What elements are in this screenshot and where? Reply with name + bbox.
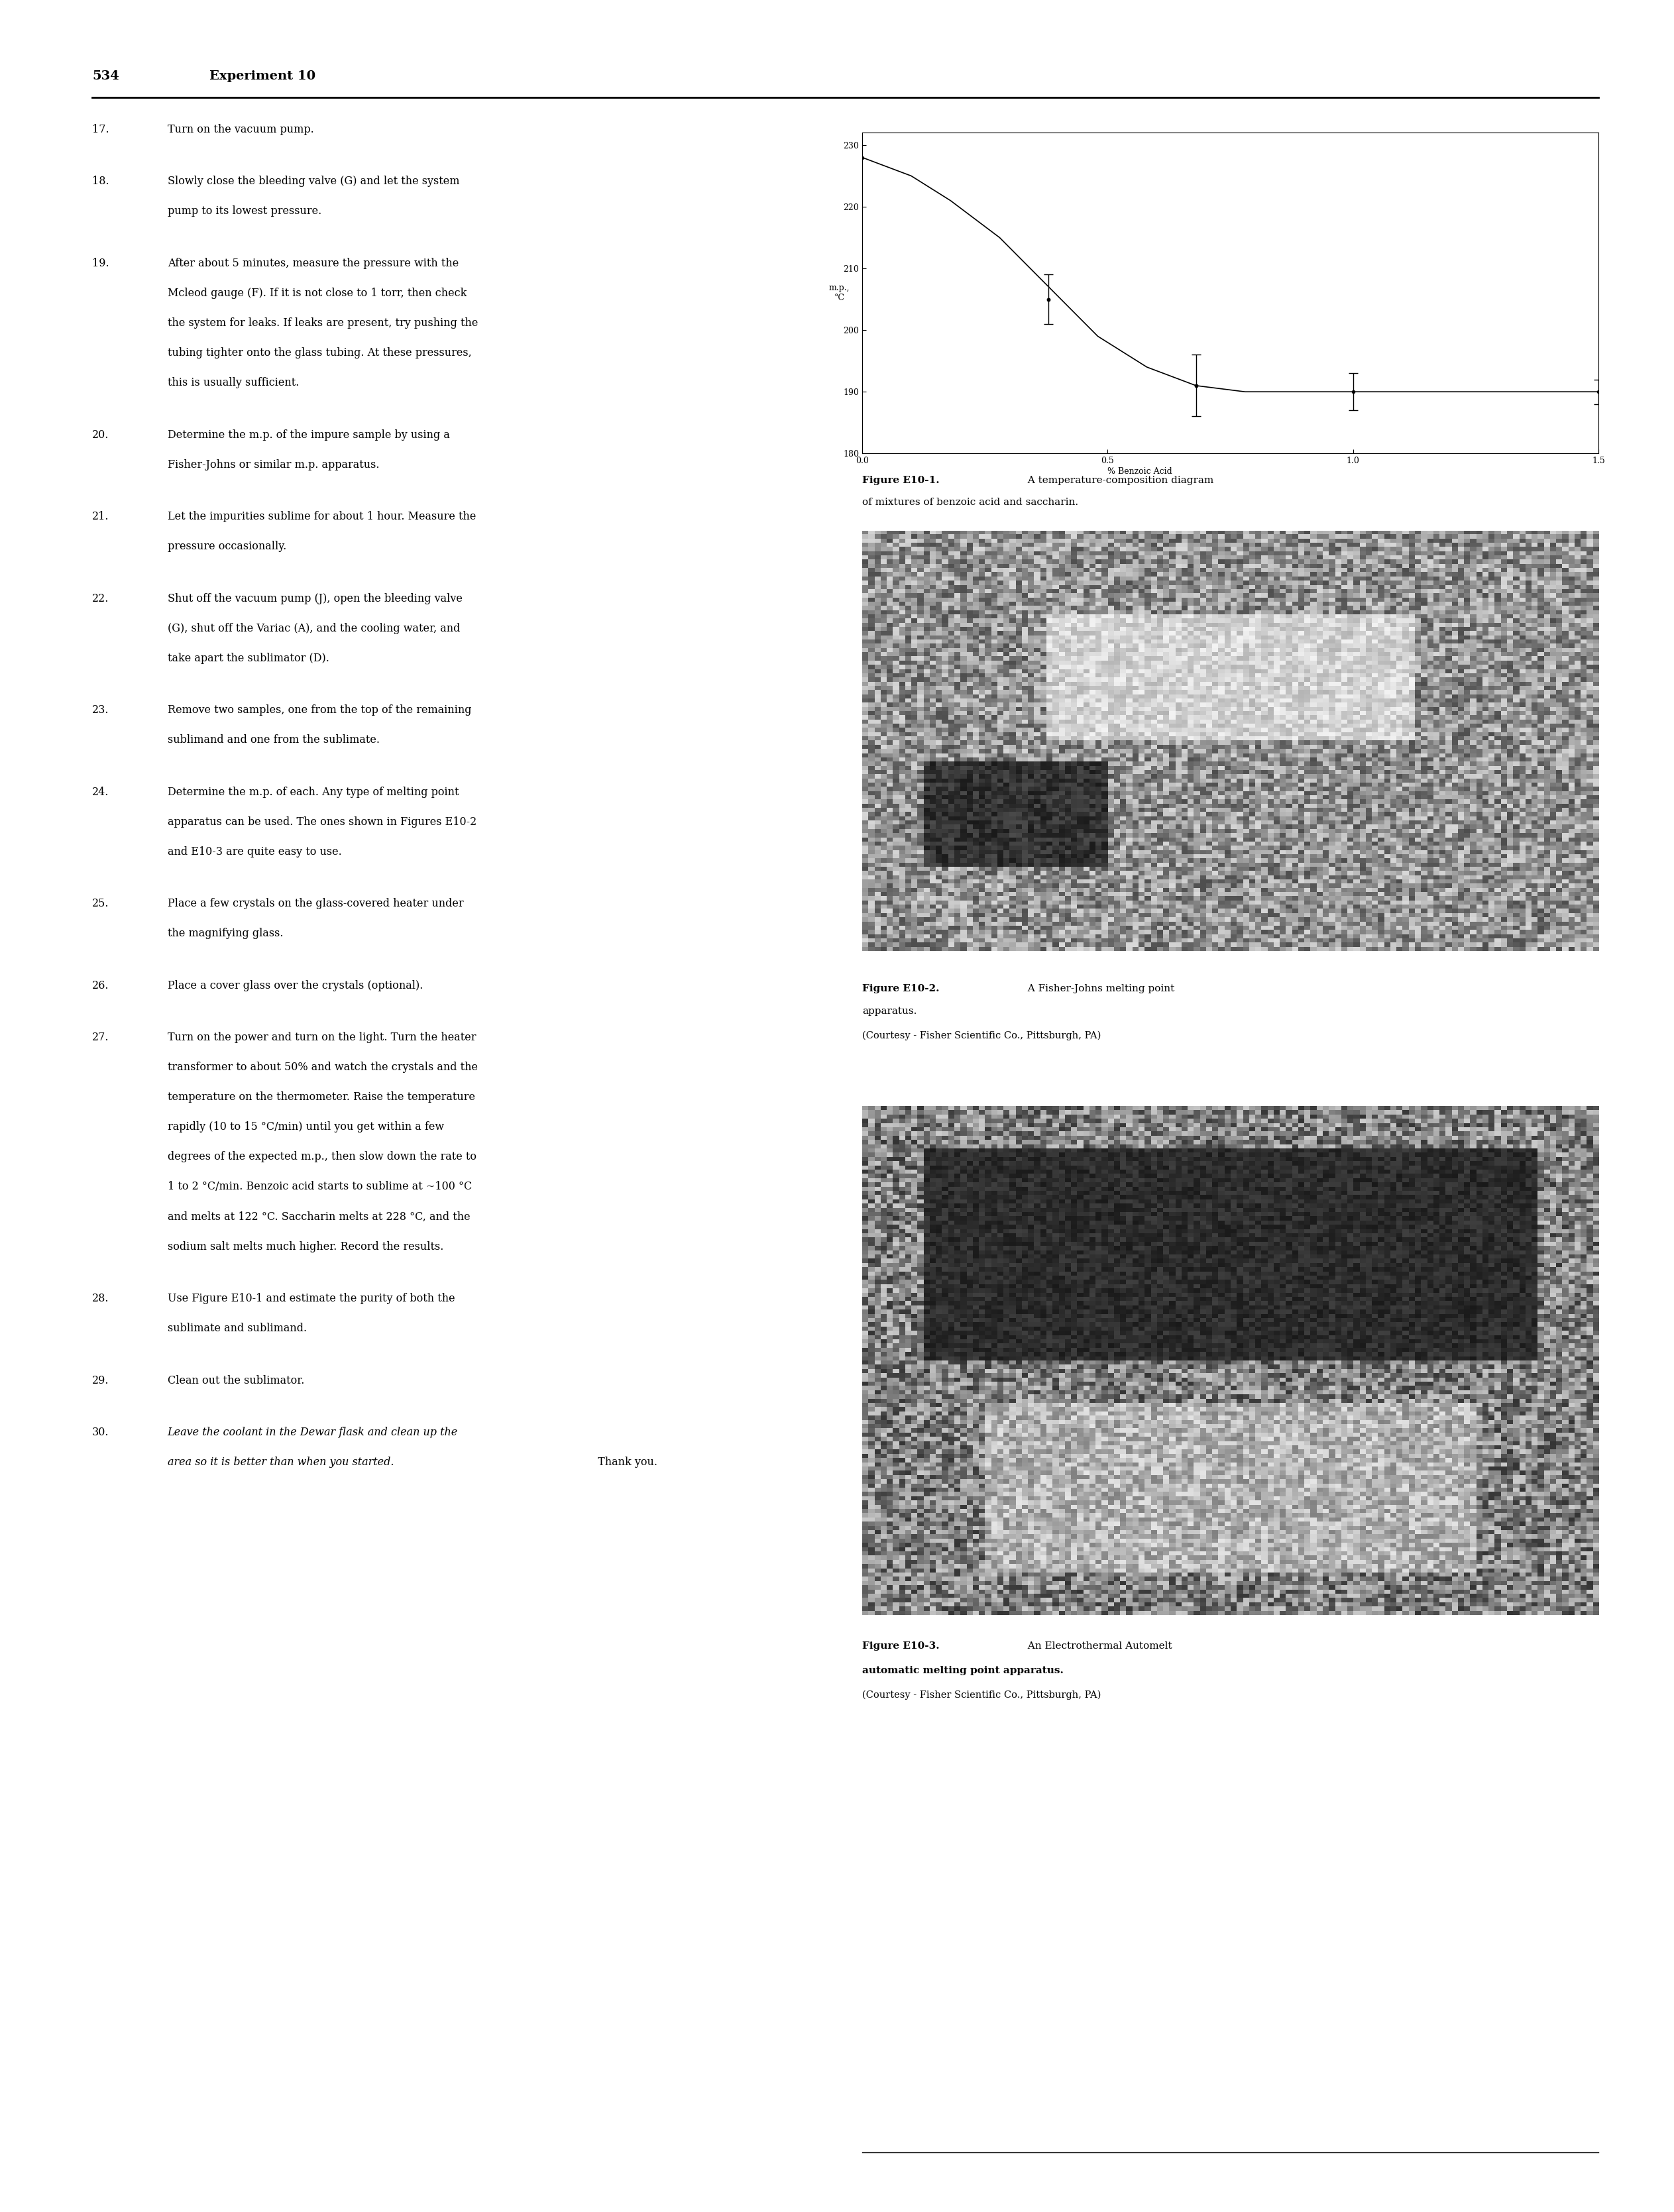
Text: take apart the sublimator (D).: take apart the sublimator (D).: [167, 653, 330, 664]
Text: Figure E10-3.: Figure E10-3.: [862, 1641, 939, 1650]
Text: 20.: 20.: [92, 429, 109, 440]
Text: apparatus.: apparatus.: [862, 1006, 917, 1015]
Text: Slowly close the bleeding valve (G) and let the system: Slowly close the bleeding valve (G) and …: [167, 177, 459, 188]
Text: % Benzoic Acid: % Benzoic Acid: [1108, 467, 1172, 476]
Text: transformer to about 50% and watch the crystals and the: transformer to about 50% and watch the c…: [167, 1062, 477, 1073]
Text: Place a cover glass over the crystals (optional).: Place a cover glass over the crystals (o…: [167, 980, 424, 991]
Text: the system for leaks. If leaks are present, try pushing the: the system for leaks. If leaks are prese…: [167, 319, 477, 330]
Text: sublimand and one from the sublimate.: sublimand and one from the sublimate.: [167, 734, 380, 745]
Text: Clean out the sublimator.: Clean out the sublimator.: [167, 1376, 305, 1387]
Text: 17.: 17.: [92, 124, 109, 135]
Text: 25.: 25.: [92, 898, 109, 909]
Text: of mixtures of benzoic acid and saccharin.: of mixtures of benzoic acid and sacchari…: [862, 498, 1078, 507]
Text: apparatus can be used. The ones shown in Figures E10-2: apparatus can be used. The ones shown in…: [167, 816, 477, 827]
Text: Place a few crystals on the glass-covered heater under: Place a few crystals on the glass-covere…: [167, 898, 464, 909]
Text: A temperature-composition diagram: A temperature-composition diagram: [1021, 476, 1214, 484]
Text: Leave the coolant in the Dewar flask and clean up the: Leave the coolant in the Dewar flask and…: [167, 1427, 457, 1438]
Text: 21.: 21.: [92, 511, 109, 522]
Text: area so it is better than when you started.: area so it is better than when you start…: [167, 1458, 393, 1469]
Y-axis label: m.p.,
°C: m.p., °C: [829, 283, 850, 303]
Text: degrees of the expected m.p., then slow down the rate to: degrees of the expected m.p., then slow …: [167, 1152, 475, 1164]
Text: 26.: 26.: [92, 980, 109, 991]
Text: Shut off the vacuum pump (J), open the bleeding valve: Shut off the vacuum pump (J), open the b…: [167, 593, 462, 604]
Text: 19.: 19.: [92, 259, 109, 270]
Text: (Courtesy - Fisher Scientific Co., Pittsburgh, PA): (Courtesy - Fisher Scientific Co., Pitts…: [862, 1690, 1101, 1699]
Text: Determine the m.p. of each. Any type of melting point: Determine the m.p. of each. Any type of …: [167, 787, 459, 799]
Text: and melts at 122 °C. Saccharin melts at 228 °C, and the: and melts at 122 °C. Saccharin melts at …: [167, 1212, 470, 1223]
Text: After about 5 minutes, measure the pressure with the: After about 5 minutes, measure the press…: [167, 259, 459, 270]
Text: and E10-3 are quite easy to use.: and E10-3 are quite easy to use.: [167, 847, 341, 858]
Text: Figure E10-2.: Figure E10-2.: [862, 984, 939, 993]
Text: rapidly (10 to 15 °C/min) until you get within a few: rapidly (10 to 15 °C/min) until you get …: [167, 1121, 444, 1133]
Text: (G), shut off the Variac (A), and the cooling water, and: (G), shut off the Variac (A), and the co…: [167, 624, 460, 635]
Text: 30.: 30.: [92, 1427, 109, 1438]
Text: A Fisher-Johns melting point: A Fisher-Johns melting point: [1021, 984, 1175, 993]
Text: 29.: 29.: [92, 1376, 109, 1387]
Text: this is usually sufficient.: this is usually sufficient.: [167, 378, 300, 389]
Text: Turn on the power and turn on the light. Turn the heater: Turn on the power and turn on the light.…: [167, 1033, 475, 1044]
Text: 28.: 28.: [92, 1294, 109, 1305]
Text: Use Figure E10-1 and estimate the purity of both the: Use Figure E10-1 and estimate the purity…: [167, 1294, 455, 1305]
Text: Let the impurities sublime for about 1 hour. Measure the: Let the impurities sublime for about 1 h…: [167, 511, 475, 522]
Text: 24.: 24.: [92, 787, 109, 799]
Text: An Electrothermal Automelt: An Electrothermal Automelt: [1021, 1641, 1172, 1650]
Text: sodium salt melts much higher. Record the results.: sodium salt melts much higher. Record th…: [167, 1241, 444, 1252]
Text: 27.: 27.: [92, 1033, 109, 1044]
Text: Mcleod gauge (F). If it is not close to 1 torr, then check: Mcleod gauge (F). If it is not close to …: [167, 288, 467, 299]
Text: automatic melting point apparatus.: automatic melting point apparatus.: [862, 1666, 1063, 1674]
Text: 18.: 18.: [92, 177, 109, 188]
Text: Experiment 10: Experiment 10: [209, 71, 315, 82]
Text: Fisher-Johns or similar m.p. apparatus.: Fisher-Johns or similar m.p. apparatus.: [167, 460, 378, 471]
Text: 1 to 2 °C/min. Benzoic acid starts to sublime at ~100 °C: 1 to 2 °C/min. Benzoic acid starts to su…: [167, 1181, 472, 1192]
Text: 534: 534: [92, 71, 119, 82]
Text: Remove two samples, one from the top of the remaining: Remove two samples, one from the top of …: [167, 706, 472, 717]
Text: Thank you.: Thank you.: [594, 1458, 658, 1469]
Text: temperature on the thermometer. Raise the temperature: temperature on the thermometer. Raise th…: [167, 1093, 475, 1104]
Text: Figure E10-1.: Figure E10-1.: [862, 476, 939, 484]
Text: the magnifying glass.: the magnifying glass.: [167, 929, 283, 940]
Text: tubing tighter onto the glass tubing. At these pressures,: tubing tighter onto the glass tubing. At…: [167, 347, 472, 358]
Text: 23.: 23.: [92, 706, 109, 717]
Text: pump to its lowest pressure.: pump to its lowest pressure.: [167, 206, 321, 217]
Text: (Courtesy - Fisher Scientific Co., Pittsburgh, PA): (Courtesy - Fisher Scientific Co., Pitts…: [862, 1031, 1101, 1040]
Text: Turn on the vacuum pump.: Turn on the vacuum pump.: [167, 124, 313, 135]
Text: pressure occasionally.: pressure occasionally.: [167, 542, 286, 553]
Text: sublimate and sublimand.: sublimate and sublimand.: [167, 1323, 306, 1334]
Text: 22.: 22.: [92, 593, 109, 604]
Text: Determine the m.p. of the impure sample by using a: Determine the m.p. of the impure sample …: [167, 429, 450, 440]
